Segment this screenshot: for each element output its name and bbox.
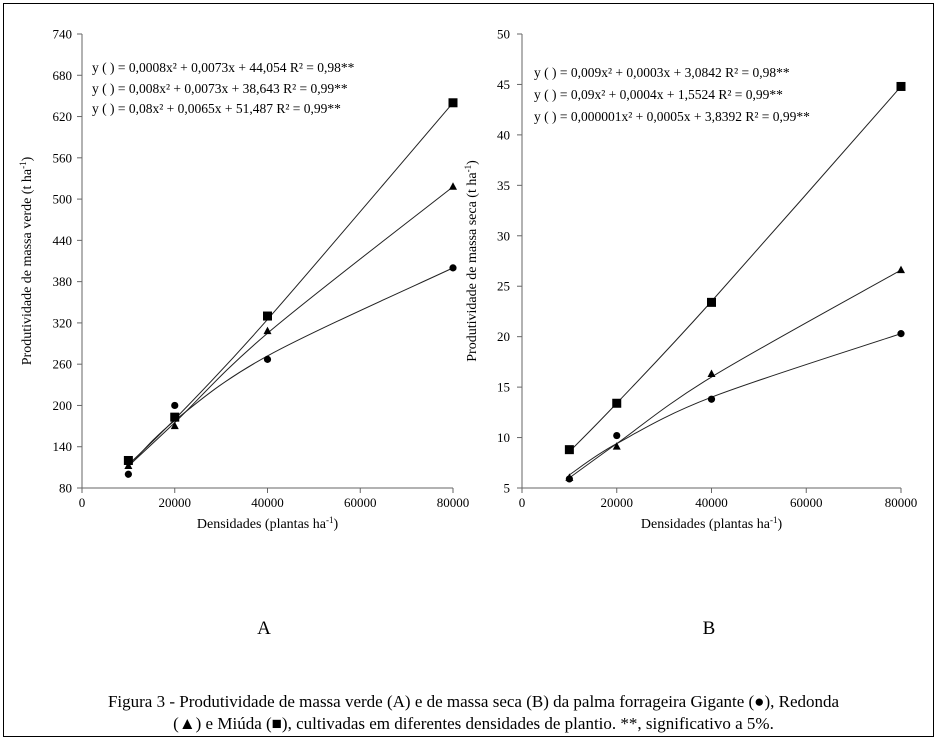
trend-line-square (128, 102, 454, 465)
x-tick-label: 0 (79, 495, 86, 510)
x-tick-label: 80000 (437, 495, 470, 510)
y-tick-label: 380 (53, 274, 73, 289)
x-tick-label: 40000 (695, 495, 728, 510)
caption-line-1: Figura 3 - Produtividade de massa verde … (107, 692, 840, 711)
y-tick-label: 35 (497, 178, 510, 193)
regression-equation: y ( ) = 0,008x² + 0,0073x + 38,643 R² = … (92, 81, 348, 96)
trend-line-square (569, 86, 902, 453)
x-tick-label: 20000 (159, 495, 192, 510)
y-tick-label: 500 (53, 192, 73, 207)
x-tick-label: 40000 (251, 495, 284, 510)
regression-equation: y ( ) = 0,000001x² + 0,0005x + 3,8392 R²… (534, 109, 810, 124)
point-triangle (449, 182, 457, 190)
y-tick-label: 50 (497, 27, 510, 42)
caption-line-2: (▲) e Miúda (■), cultivadas em diferente… (173, 714, 774, 733)
trend-line-circle (128, 267, 454, 468)
point-square (123, 455, 133, 465)
point-square (170, 412, 180, 422)
x-axis-label: Densidades (plantas ha-1) (197, 515, 339, 532)
point-triangle (707, 369, 716, 377)
point-square (448, 98, 458, 108)
x-tick-label: 0 (519, 495, 526, 510)
y-tick-label: 320 (53, 315, 73, 330)
y-tick-label: 5 (504, 481, 511, 496)
trend-line-triangle (128, 186, 454, 467)
y-tick-label: 560 (53, 150, 73, 165)
point-circle (613, 431, 621, 440)
y-tick-label: 440 (53, 233, 73, 248)
y-tick-label: 680 (53, 68, 73, 83)
y-tick-label: 200 (53, 398, 73, 413)
point-circle (449, 264, 457, 272)
trend-line-circle (569, 333, 902, 476)
point-circle (263, 355, 272, 363)
regression-equation: y ( ) = 0,009x² + 0,0003x + 3,0842 R² = … (534, 65, 790, 80)
point-triangle (565, 473, 574, 481)
y-tick-label: 15 (497, 380, 510, 395)
point-square (896, 81, 906, 91)
point-triangle (124, 461, 133, 469)
point-circle (897, 330, 905, 338)
point-square (707, 297, 716, 307)
chart-A: 80 140 200 260 320 380 440 500 560 620 680 740 0 2000… (18, 27, 469, 640)
point-circle (124, 470, 132, 478)
y-tick-label: 45 (497, 77, 510, 92)
y-tick-label: 40 (497, 127, 510, 142)
point-triangle (897, 265, 905, 274)
figure-caption: Figura 3 - Produtividade de massa verde … (24, 691, 923, 735)
y-tick-label: 80 (59, 481, 72, 496)
x-tick-label: 20000 (601, 495, 634, 510)
trend-line-triangle (569, 269, 902, 479)
y-tick-label: 140 (53, 439, 73, 454)
point-square (564, 445, 574, 455)
x-tick-label: 60000 (344, 495, 377, 510)
y-tick-label: 10 (497, 430, 510, 445)
y-tick-label: 620 (53, 109, 73, 124)
y-axis-label: Produtividade de massa seca (t ha-1) (463, 160, 480, 362)
point-triangle (612, 442, 621, 450)
regression-equation: y ( ) = 0,08x² + 0,0065x + 51,487 R² = 0… (92, 101, 341, 116)
y-tick-label: 30 (497, 228, 510, 243)
regression-equation: y ( ) = 0,09x² + 0,0004x + 1,5524 R² = 0… (534, 87, 783, 102)
panel-label: B (703, 618, 716, 639)
chart-B: 5 10 15 20 25 30 35 40 45 50 0 20000 40000 60000 80000… (463, 27, 917, 640)
figure-frame: 80 140 200 260 320 380 440 500 560 620 680 740 0 2000… (3, 3, 934, 737)
x-axis-label: Densidades (plantas ha-1) (641, 515, 783, 532)
x-tick-label: 60000 (790, 495, 823, 510)
panel-label: A (257, 618, 271, 639)
x-tick-label: 80000 (885, 495, 918, 510)
y-tick-label: 20 (497, 329, 510, 344)
point-circle (707, 395, 716, 403)
point-circle (171, 401, 179, 410)
regression-equation: y ( ) = 0,0008x² + 0,0073x + 44,054 R² =… (92, 60, 355, 75)
y-tick-label: 740 (53, 27, 73, 42)
y-tick-label: 260 (53, 357, 73, 372)
y-tick-label: 25 (497, 279, 510, 294)
point-square (612, 398, 622, 408)
point-square (263, 311, 272, 321)
point-triangle (263, 326, 272, 335)
point-triangle (170, 421, 179, 430)
y-axis-label: Produtividade de massa verde (t ha-1) (18, 156, 35, 365)
